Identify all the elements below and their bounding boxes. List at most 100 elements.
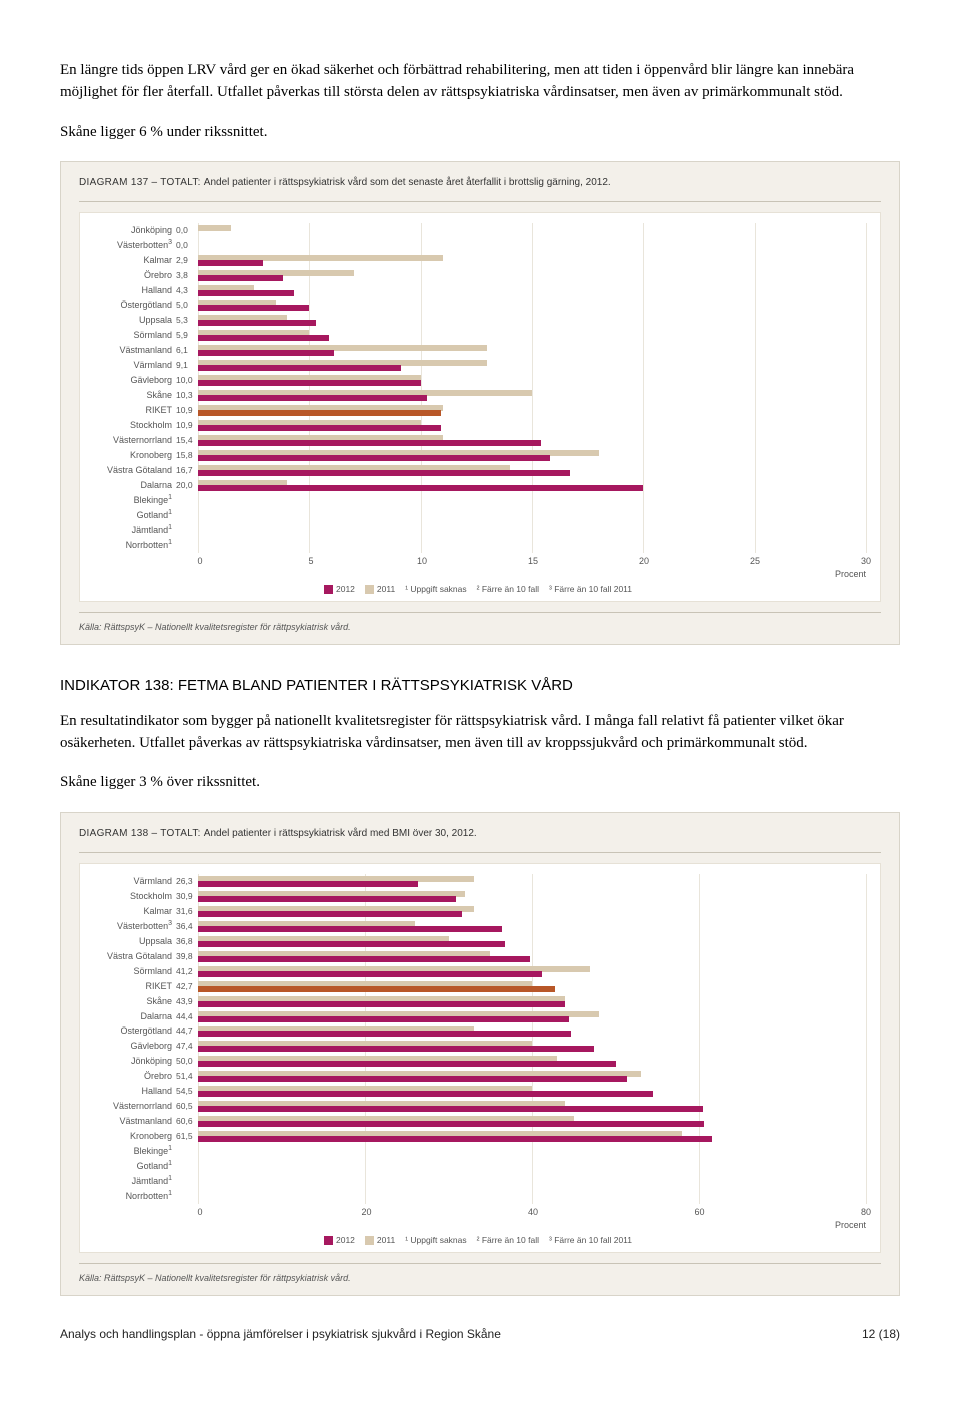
chart-row-value: 31,6 (174, 905, 198, 917)
chart-row: Gotland1 (90, 1159, 866, 1174)
chart-row: Västmanland60,6 (90, 1114, 866, 1129)
intro-paragraph-2: Skåne ligger 6 % under rikssnittet. (60, 122, 900, 144)
diagram-137: DIAGRAM 137 – TOTALT: Andel patienter i … (60, 161, 900, 645)
chart-row-label: Skåne (90, 995, 174, 1008)
chart-row-value: 42,7 (174, 980, 198, 992)
chart-row: Halland4,3 (90, 283, 866, 298)
chart-row: Västernorrland60,5 (90, 1099, 866, 1114)
chart-row-label: Värmland (90, 359, 174, 372)
chart-bar-area (198, 1159, 866, 1174)
chart-row-label: Jönköping (90, 1055, 174, 1068)
chart-row-value: 39,8 (174, 950, 198, 962)
chart-row-label: Blekinge1 (90, 1144, 174, 1158)
chart-row: Kronoberg61,5 (90, 1129, 866, 1144)
chart-row: Stockholm30,9 (90, 889, 866, 904)
chart-row-label: Kalmar (90, 254, 174, 267)
legend-note-1: ¹ Uppgift saknas (405, 1234, 466, 1246)
chart-row: Jönköping0,0 (90, 223, 866, 238)
chart-bar-area (198, 1054, 866, 1069)
chart-body: Värmland26,3Stockholm30,9Kalmar31,6 Väste… (79, 863, 881, 1253)
chart-row-value: 10,9 (174, 404, 198, 416)
chart-row: Värmland26,3 (90, 874, 866, 889)
chart-row-label: Jämtland1 (90, 523, 174, 537)
chart-row-label: Örebro (90, 269, 174, 282)
chart-row-label: Halland (90, 284, 174, 297)
chart-row: Sörmland5,9 (90, 328, 866, 343)
chart-row-label: Sörmland (90, 965, 174, 978)
chart-row: Skåne43,9 (90, 994, 866, 1009)
chart-row: Skåne10,3 (90, 388, 866, 403)
chart-row-value: 30,9 (174, 890, 198, 902)
chart-row-label: Gävleborg (90, 1040, 174, 1053)
chart-row: Blekinge1 (90, 493, 866, 508)
chart-row: Stockholm10,9 (90, 418, 866, 433)
chart-row: Västerbotten336,4 (90, 919, 866, 934)
chart-legend: 20122011¹ Uppgift saknas² Färre än 10 fa… (90, 583, 866, 595)
chart-row-label: Kronoberg (90, 449, 174, 462)
chart-row-value: 36,8 (174, 935, 198, 947)
chart-bar-area (198, 388, 866, 403)
chart-row-value: 10,3 (174, 389, 198, 401)
chart-row-value: 61,5 (174, 1130, 198, 1142)
chart-row-label: Uppsala (90, 314, 174, 327)
chart-row: Örebro3,8 (90, 268, 866, 283)
chart-bar-area (198, 1069, 866, 1084)
chart-row-label: Halland (90, 1085, 174, 1098)
chart-row: Gävleborg47,4 (90, 1039, 866, 1054)
chart-row: Jämtland1 (90, 523, 866, 538)
chart-row-label: Norrbotten1 (90, 538, 174, 552)
chart-row-label: Gotland1 (90, 508, 174, 522)
chart-row-label: Västerbotten3 (90, 238, 174, 252)
chart-row-label: Västra Götaland (90, 464, 174, 477)
chart-bar-area (198, 1084, 866, 1099)
chart-bar-area (198, 418, 866, 433)
chart-source: Källa: RättspsyK – Nationellt kvalitetsr… (79, 1263, 881, 1285)
chart-bar-area (198, 313, 866, 328)
chart-bar-area (198, 979, 866, 994)
chart-bar-area (198, 1114, 866, 1129)
chart-bar-area (198, 298, 866, 313)
chart-bar-area (198, 904, 866, 919)
legend-note-3: ³ Färre än 10 fall 2011 (549, 583, 632, 595)
chart-bar-area (198, 253, 866, 268)
chart-row-label: Östergötland (90, 1025, 174, 1038)
chart-bar-area (198, 493, 866, 508)
chart-row-label: Jämtland1 (90, 1174, 174, 1188)
chart-body: Jönköping0,0Västerbotten30,0Kalmar2,9Öre… (79, 212, 881, 602)
x-axis-label: Procent (835, 568, 866, 581)
chart-bar-area (198, 994, 866, 1009)
chart-row-value: 26,3 (174, 875, 198, 887)
chart-bar-area (198, 283, 866, 298)
chart-row-label: Östergötland (90, 299, 174, 312)
chart-bar-area (198, 523, 866, 538)
chart-row: Kronoberg15,8 (90, 448, 866, 463)
chart-row-label: Dalarna (90, 479, 174, 492)
chart-row: Östergötland44,7 (90, 1024, 866, 1039)
chart-row: Halland54,5 (90, 1084, 866, 1099)
chart-bar-area (198, 964, 866, 979)
chart-bar-area (198, 949, 866, 964)
chart-row-label: Västmanland (90, 344, 174, 357)
chart-row-label: Kronoberg (90, 1130, 174, 1143)
chart-x-axis: 020406080Procent (90, 1206, 866, 1220)
chart-row-label: Sörmland (90, 329, 174, 342)
chart-legend: 20122011¹ Uppgift saknas² Färre än 10 fa… (90, 1234, 866, 1246)
indicator-138-heading: INDIKATOR 138: FETMA BLAND PATIENTER I R… (60, 675, 900, 697)
chart-row-value: 0,0 (174, 239, 198, 251)
footer-page-number: 12 (18) (862, 1326, 900, 1343)
legend-2011: 2011 (365, 1234, 395, 1246)
chart-row-label: Kalmar (90, 905, 174, 918)
chart-row-label: Västernorrland (90, 1100, 174, 1113)
chart-row: Östergötland5,0 (90, 298, 866, 313)
chart-row: RIKET42,7 (90, 979, 866, 994)
chart-row-label: Dalarna (90, 1010, 174, 1023)
chart-row: Örebro51,4 (90, 1069, 866, 1084)
chart-title: DIAGRAM 138 – TOTALT: Andel patienter i … (79, 827, 881, 853)
chart-bar-area (198, 433, 866, 448)
chart-row: Västernorrland15,4 (90, 433, 866, 448)
chart-title: DIAGRAM 137 – TOTALT: Andel patienter i … (79, 176, 881, 202)
chart-bar-area (198, 238, 866, 253)
chart-bar-area (198, 1024, 866, 1039)
chart-source: Källa: RättspsyK – Nationellt kvalitetsr… (79, 612, 881, 634)
chart-row-value: 9,1 (174, 359, 198, 371)
